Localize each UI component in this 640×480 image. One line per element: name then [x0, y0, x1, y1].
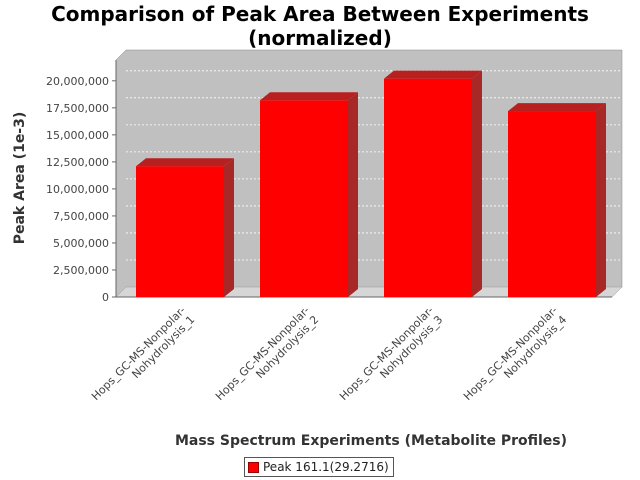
chart-title-line-2: (normalized)	[248, 26, 392, 50]
legend-swatch	[248, 461, 259, 473]
x-tick-label: Hops_GC-MS-Nonpolar-Nohydrolysis_4	[461, 304, 569, 403]
x-tick-label-line: Hops_GC-MS-Nonpolar-	[337, 304, 436, 403]
x-tick-label: Hops_GC-MS-Nonpolar-Nohydrolysis_3	[337, 304, 445, 403]
y-tick-label: 5,000,000	[53, 237, 109, 250]
bar	[260, 92, 358, 298]
bar-side	[224, 158, 234, 297]
x-tick-label: Hops_GC-MS-Nonpolar-Nohydrolysis_2	[213, 304, 321, 403]
bar	[384, 70, 482, 298]
bar	[136, 158, 234, 297]
bars	[136, 70, 606, 298]
y-axis-label: Peak Area (1e-3)	[12, 112, 28, 245]
bar-front	[260, 100, 348, 298]
bar-top	[508, 103, 606, 112]
y-tick-label: 2,500,000	[53, 264, 109, 277]
bar-side	[348, 92, 358, 298]
x-axis-label: Mass Spectrum Experiments (Metabolite Pr…	[175, 433, 567, 449]
x-tick-label-line: Hops_GC-MS-Nonpolar-	[213, 304, 312, 403]
y-tick-label: 12,500,000	[46, 156, 109, 169]
y-tick-label: 20,000,000	[46, 75, 109, 88]
x-tick-label-line: Hops_GC-MS-Nonpolar-	[461, 304, 560, 403]
bar-front	[384, 78, 472, 298]
bar-top	[136, 158, 234, 167]
y-tick-label: 15,000,000	[46, 129, 109, 142]
legend: Peak 161.1(29.2716)	[244, 457, 394, 477]
y-tick-label: 0	[102, 291, 109, 304]
bar-front	[136, 166, 224, 297]
x-tick-labels: Hops_GC-MS-Nonpolar-Nohydrolysis_1 Hops_G…	[89, 304, 569, 403]
x-tick-label: Hops_GC-MS-Nonpolar-Nohydrolysis_1	[89, 304, 197, 403]
y-tick-label: 7,500,000	[53, 210, 109, 223]
bar-top	[260, 92, 358, 101]
y-tick-label: 17,500,000	[46, 102, 109, 115]
chart-title-line-1: Comparison of Peak Area Between Experime…	[51, 2, 589, 26]
bar	[508, 103, 606, 297]
bar-side	[596, 103, 606, 297]
bar-front	[508, 111, 596, 297]
legend-label: Peak 161.1(29.2716)	[263, 460, 389, 474]
bar-side	[472, 70, 482, 298]
bar-top	[384, 70, 482, 79]
y-tick-label: 10,000,000	[46, 183, 109, 196]
chart-title: Comparison of Peak Area Between Experime…	[0, 2, 640, 50]
x-tick-label-line: Hops_GC-MS-Nonpolar-	[89, 304, 188, 403]
y-tick-labels: 0 2,500,000 5,000,000 7,500,000 10,000,000 12…	[46, 75, 109, 304]
